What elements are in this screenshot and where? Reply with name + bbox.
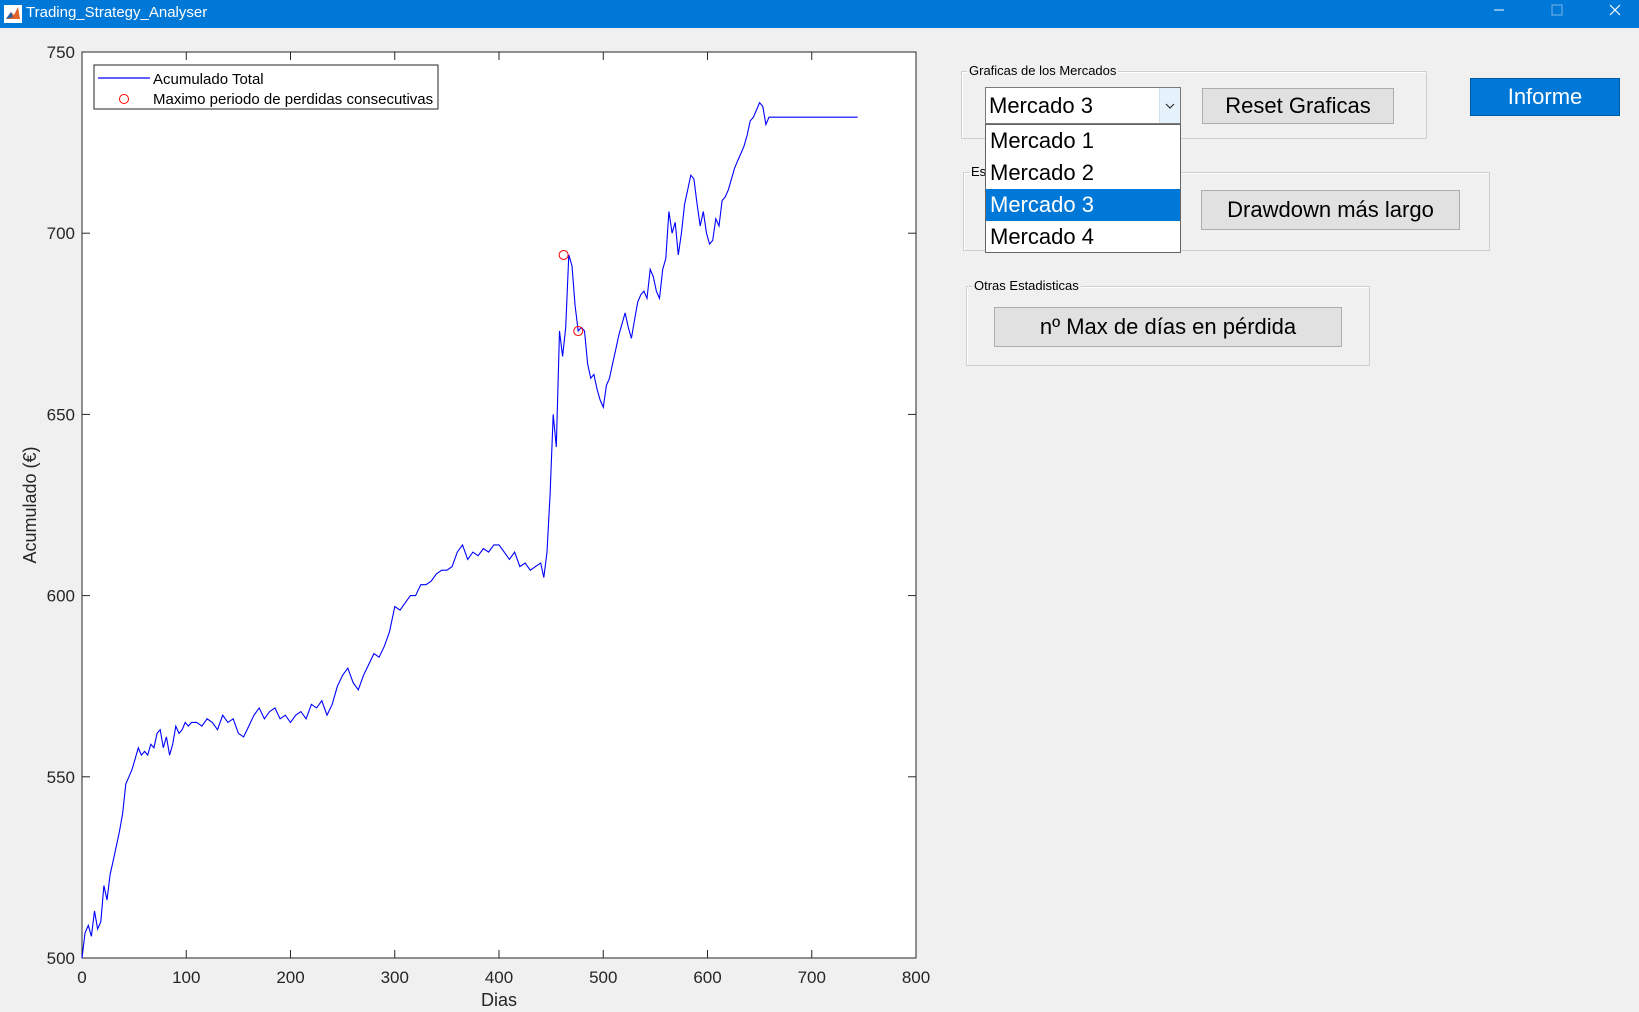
maximize-icon[interactable] (1528, 0, 1586, 28)
reset-charts-button[interactable]: Reset Graficas (1202, 88, 1394, 124)
minimize-icon[interactable] (1470, 0, 1528, 28)
x-tick-label: 600 (693, 968, 721, 987)
y-tick-label: 750 (47, 43, 75, 62)
chart-legend: Acumulado Total Maximo periodo de perdida… (93, 64, 439, 110)
statistics-panel: Es (963, 164, 1490, 251)
x-tick-label: 800 (902, 968, 930, 987)
other-stats-panel-title: Otras Estadisticas (972, 278, 1081, 294)
x-tick-label: 100 (172, 968, 200, 987)
y-tick-label: 500 (47, 949, 75, 968)
legend-box (93, 64, 439, 110)
loss-period-marker (558, 249, 569, 260)
close-icon[interactable] (1586, 0, 1639, 28)
matlab-logo-icon (4, 5, 22, 23)
legend-marker-swatch (119, 94, 129, 104)
y-tick-label: 550 (47, 768, 75, 787)
markets-panel-title: Graficas de los Mercados (967, 63, 1119, 79)
y-tick-label: 600 (47, 587, 75, 606)
x-tick-label: 500 (589, 968, 617, 987)
market-select[interactable]: Mercado 3 (985, 87, 1181, 124)
y-axis-label: Acumulado (€) (20, 446, 40, 563)
longest-drawdown-button[interactable]: Drawdown más largo (1201, 190, 1460, 230)
title-bar: Trading_Strategy_Analyser (0, 0, 1639, 28)
accumulated-chart: 0 100 200 300 400 500 600 700 800 500 550 600 650 700… (20, 43, 930, 1010)
y-tick-label: 650 (47, 405, 75, 424)
x-tick-label: 400 (485, 968, 513, 987)
dropdown-option-mercado-3[interactable]: Mercado 3 (986, 189, 1180, 221)
market-select-value: Mercado 3 (989, 93, 1093, 118)
chevron-down-icon[interactable] (1159, 88, 1180, 123)
x-axis-label: Dias (481, 990, 517, 1010)
x-tick-label: 700 (798, 968, 826, 987)
dropdown-option-mercado-1[interactable]: Mercado 1 (990, 128, 1094, 153)
legend-entry-max-loss-period: Maximo periodo de perdidas consecutivas (153, 91, 433, 108)
x-tick-label: 300 (381, 968, 409, 987)
market-dropdown-list: Mercado 1 Mercado 2 Mercado 3 Mercado 4 (985, 124, 1181, 253)
statistics-panel-title: Es (969, 164, 989, 180)
plot-area (81, 51, 917, 959)
y-tick-label: 700 (47, 224, 75, 243)
x-tick-label: 200 (276, 968, 304, 987)
other-stats-panel: Otras Estadisticas (966, 278, 1370, 366)
series-line-acumulado-total (81, 101, 858, 959)
x-tick-label: 0 (77, 968, 86, 987)
report-button[interactable]: Informe (1470, 78, 1620, 116)
loss-period-marker (573, 326, 584, 337)
window-title: Trading_Strategy_Analyser (26, 4, 208, 21)
dropdown-option-mercado-4[interactable]: Mercado 4 (990, 224, 1094, 249)
markets-panel: Graficas de los Mercados (961, 63, 1427, 139)
dropdown-option-mercado-2[interactable]: Mercado 2 (990, 160, 1094, 185)
legend-entry-acumulado-total: Acumulado Total (153, 71, 264, 88)
max-loss-days-button[interactable]: nº Max de días en pérdida (994, 307, 1342, 347)
